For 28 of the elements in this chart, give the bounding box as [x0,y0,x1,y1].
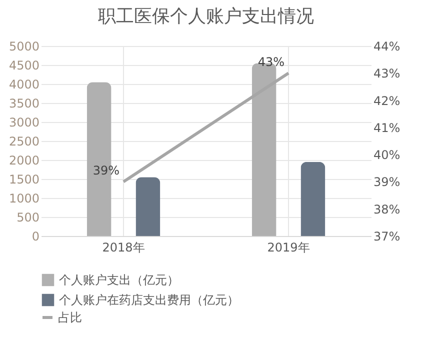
y2-tick-label: 39% [374,175,400,190]
y-tick-label: 2500 [8,134,40,148]
y-tick-label: 0 [32,230,40,244]
data-label: 43% [258,55,284,70]
y-tick-label: 1500 [8,172,40,186]
y-tick-label: 1000 [8,192,40,206]
y-tick-label: 2000 [8,154,40,168]
y-tick-label: 4500 [8,58,40,72]
x-tick-label: 2018年 [102,240,145,254]
chart-title: 职工医保个人账户支出情况 [98,6,314,27]
legend-label: 个人账户在药店支出费用（亿元） [59,293,239,307]
y2-tick-label: 44% [374,40,400,54]
legend-label: 占比 [58,310,82,324]
y-tick-label: 3000 [8,116,40,130]
legend-label: 个人账户支出（亿元） [59,273,179,287]
y2-tick-label: 41% [374,120,400,135]
bar [136,177,160,236]
y2-tick-label: 42% [374,94,400,108]
bar [300,162,326,236]
y-tick-label: 5000 [8,40,40,54]
y-tick-label: 4000 [8,78,40,92]
x-tick-label: 2019年 [267,240,310,254]
y-tick-label: 3500 [8,96,40,110]
y2-tick-label: 37% [374,230,400,244]
y2-tick-label: 40% [374,148,400,162]
y-tick-label: 500 [16,210,40,224]
y2-tick-label: 38% [374,202,400,216]
y2-tick-label: 43% [374,66,400,81]
